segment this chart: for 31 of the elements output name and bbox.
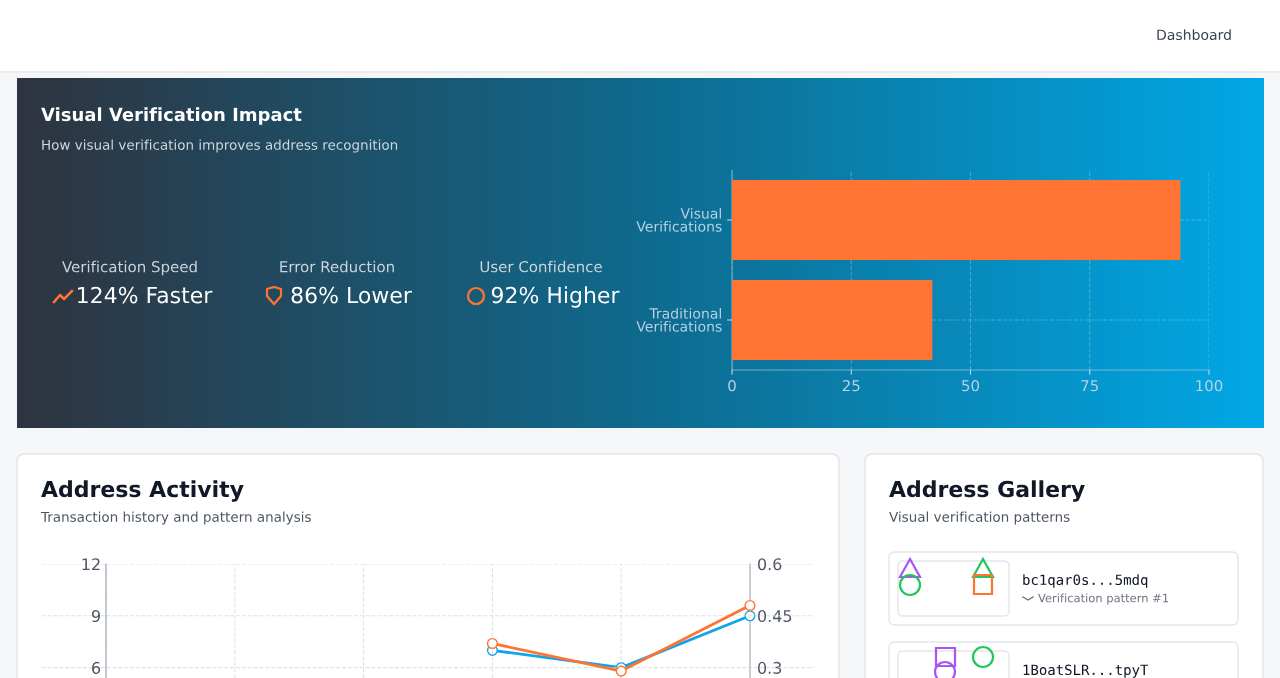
point [486,637,498,650]
text: Visual verification patterns [889,511,1070,525]
y-tick-label: 6 [92,661,101,674]
text: Verification Speed [62,260,197,276]
text: How visual verification improves address recognition [42,139,398,153]
y-tick-label: Visual Verifications [636,207,722,232]
x-tick-label: 75 [1081,380,1098,392]
text: 1BoatSLR...tpyT [1023,664,1149,678]
text: bc1qar0s...5mdq [1023,574,1148,588]
text: Dashboard [1157,29,1231,41]
text: Error Reduction [280,260,394,273]
point [744,599,756,612]
y-tick-label: 12 [82,558,100,571]
text: Verification pattern #1 [1038,593,1169,605]
y2-tick-label: 0.3 [758,661,782,674]
text: Address Gallery [889,480,1085,502]
y-tick-label: Traditional Verifications [636,307,722,332]
y2-tick-label: 0.6 [758,558,782,571]
y-tick-label: 9 [91,610,101,623]
text: 124% Faster [78,286,213,304]
text: User Confidence [480,260,602,273]
text: 92% Higher [491,286,620,308]
chart-title: Address Activity [41,480,244,502]
x-tick-label: 100 [1196,379,1223,392]
x-tick-label: 0 [728,379,736,392]
x-tick-label: 25 [842,379,860,392]
chart-subtitle: Transaction history and pattern analysis [40,511,311,525]
text: 86% Lower [291,286,412,304]
text: Visual Verification Impact [41,107,302,125]
y2-tick-label: 0.45 [758,610,792,623]
x-tick-label: 50 [962,379,980,392]
